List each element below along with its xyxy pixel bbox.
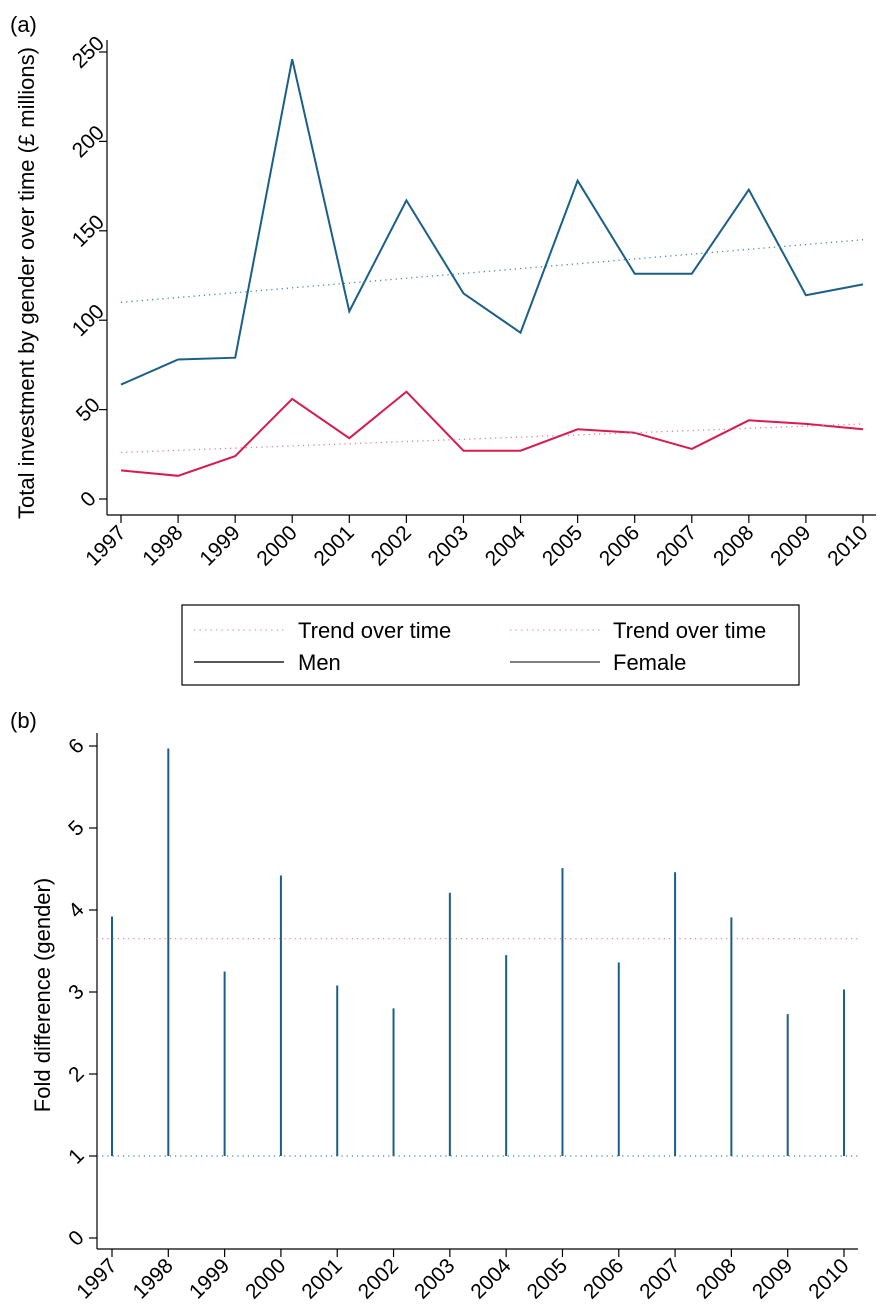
panel-b-x-tick-label: 2009 (748, 1254, 797, 1303)
legend-label-trend-1: Trend over time (298, 618, 451, 643)
panel-a-y-tick-label: 200 (68, 121, 109, 162)
panel-a-x-tick-label: 2000 (252, 521, 301, 570)
panel-a-x-tick-label: 1999 (195, 521, 244, 570)
panel-b-y-tick-label: 6 (64, 734, 89, 759)
panel-b-x-ticks: 1997 1998 1999 2000 2001 2002 2003 2004 2005 2006… (72, 1249, 854, 1304)
panel-a-x-tick-label: 2002 (367, 521, 416, 570)
panel-b-reference-lines (97, 938, 858, 1157)
panel-b-x-tick-label: 2002 (354, 1254, 403, 1303)
panel-a-x-tick-label: 2003 (424, 521, 473, 570)
panel-b-x-tick-label: 1998 (129, 1254, 178, 1303)
panel-a-x-tick-label: 1998 (138, 521, 187, 570)
panel-a: (a) Total investment by gender over time… (10, 12, 876, 686)
panel-a-series-line-3 (120, 423, 864, 454)
panel-a-x-tick-label: 2004 (481, 521, 531, 571)
panel-a-series-line-0 (120, 58, 864, 386)
panel-a-label: (a) (10, 12, 37, 37)
panel-a-y-tick-label: 250 (68, 32, 109, 73)
panel-a-series-line-1 (120, 390, 864, 477)
panel-b-y-tick-label: 2 (64, 1062, 89, 1087)
panel-b-y-tick-label: 3 (64, 980, 89, 1005)
panel-a-y-tick-label: 150 (68, 211, 109, 252)
panel-b-y-tick-label: 5 (64, 816, 89, 841)
panel-b-x-tick-label: 2007 (635, 1254, 684, 1303)
panel-b-x-tick-label: 2008 (692, 1254, 741, 1303)
panel-b-x-tick-label: 2006 (579, 1254, 628, 1303)
panel-a-legend: Trend over time Trend over time Men Fema… (181, 604, 800, 686)
panel-b-y-tick-label: 4 (64, 898, 89, 923)
panel-b-bars (111, 748, 845, 1156)
panel-b-x-tick-label: 2010 (804, 1254, 853, 1303)
panel-b-y-axis-title: Fold difference (gender) (30, 878, 55, 1112)
panel-a-x-tick-label: 2006 (595, 521, 644, 570)
legend-label-female: Female (613, 650, 686, 675)
panel-a-x-tick-label: 2010 (823, 521, 872, 570)
panel-b-x-tick-label: 2000 (241, 1254, 290, 1303)
panel-b-x-tick-label: 2003 (410, 1254, 459, 1303)
panel-a-series-line-2 (120, 239, 864, 303)
panel-a-y-tick-label: 0 (76, 487, 101, 512)
panel-a-x-tick-label: 2007 (652, 521, 701, 570)
panel-a-series (120, 58, 864, 477)
panel-b-y-tick-label: 0 (64, 1226, 89, 1251)
panel-a-y-ticks: 0 50 100 150 200 250 (68, 32, 109, 512)
panel-b-y-ticks: 0 1 2 3 4 5 6 (64, 734, 97, 1251)
panel-b-x-tick-label: 2004 (466, 1254, 516, 1304)
panel-b-y-tick-label: 1 (64, 1144, 89, 1169)
panel-a-y-tick-label: 50 (72, 394, 105, 427)
panel-b-x-tick-label: 1997 (72, 1254, 121, 1303)
panel-a-x-tick-label: 2009 (766, 521, 815, 570)
panel-a-y-tick-label: 100 (68, 300, 109, 341)
panel-b-label: (b) (10, 708, 37, 733)
legend-label-trend-2: Trend over time (613, 618, 766, 643)
panel-a-x-ticks: 1997 1998 1999 2000 2001 2002 2003 2004 2005 2006… (81, 515, 873, 571)
panel-b-x-tick-label: 2001 (297, 1254, 346, 1303)
panel-a-x-tick-label: 2008 (709, 521, 758, 570)
legend-label-men: Men (298, 650, 341, 675)
panel-a-x-tick-label: 2001 (310, 521, 359, 570)
legend-frame (181, 604, 800, 686)
panel-b-x-tick-label: 2005 (523, 1254, 572, 1303)
panel-a-x-tick-label: 2005 (538, 521, 587, 570)
panel-b: (b) Fold difference (gender) 0 1 2 3 4 5 6 199… (10, 708, 858, 1304)
panel-a-y-axis-title: Total investment by gender over time (£ … (14, 47, 39, 519)
panel-a-x-tick-label: 1997 (81, 521, 130, 570)
panel-b-x-tick-label: 1999 (185, 1254, 234, 1303)
